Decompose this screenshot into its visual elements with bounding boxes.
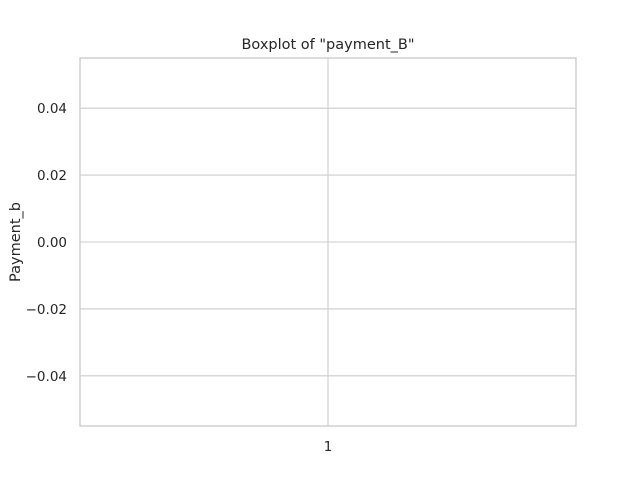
y-tick-label: 0.02 (37, 168, 67, 184)
chart-title: Boxplot of "payment_B" (241, 37, 414, 53)
y-tick-label: 0.00 (37, 235, 67, 251)
y-tick-label: −0.02 (26, 302, 67, 318)
y-tick-label: 0.04 (37, 101, 67, 117)
plot-area-frame (79, 57, 577, 427)
grid (80, 58, 576, 426)
y-axis-ticks: 0.04 0.02 0.00 −0.02 −0.04 (26, 101, 67, 385)
x-tick-label: 1 (324, 439, 333, 455)
y-axis-label: Payment_b (8, 202, 24, 282)
x-axis-ticks: 1 (324, 439, 333, 455)
y-tick-label: −0.04 (26, 369, 67, 385)
